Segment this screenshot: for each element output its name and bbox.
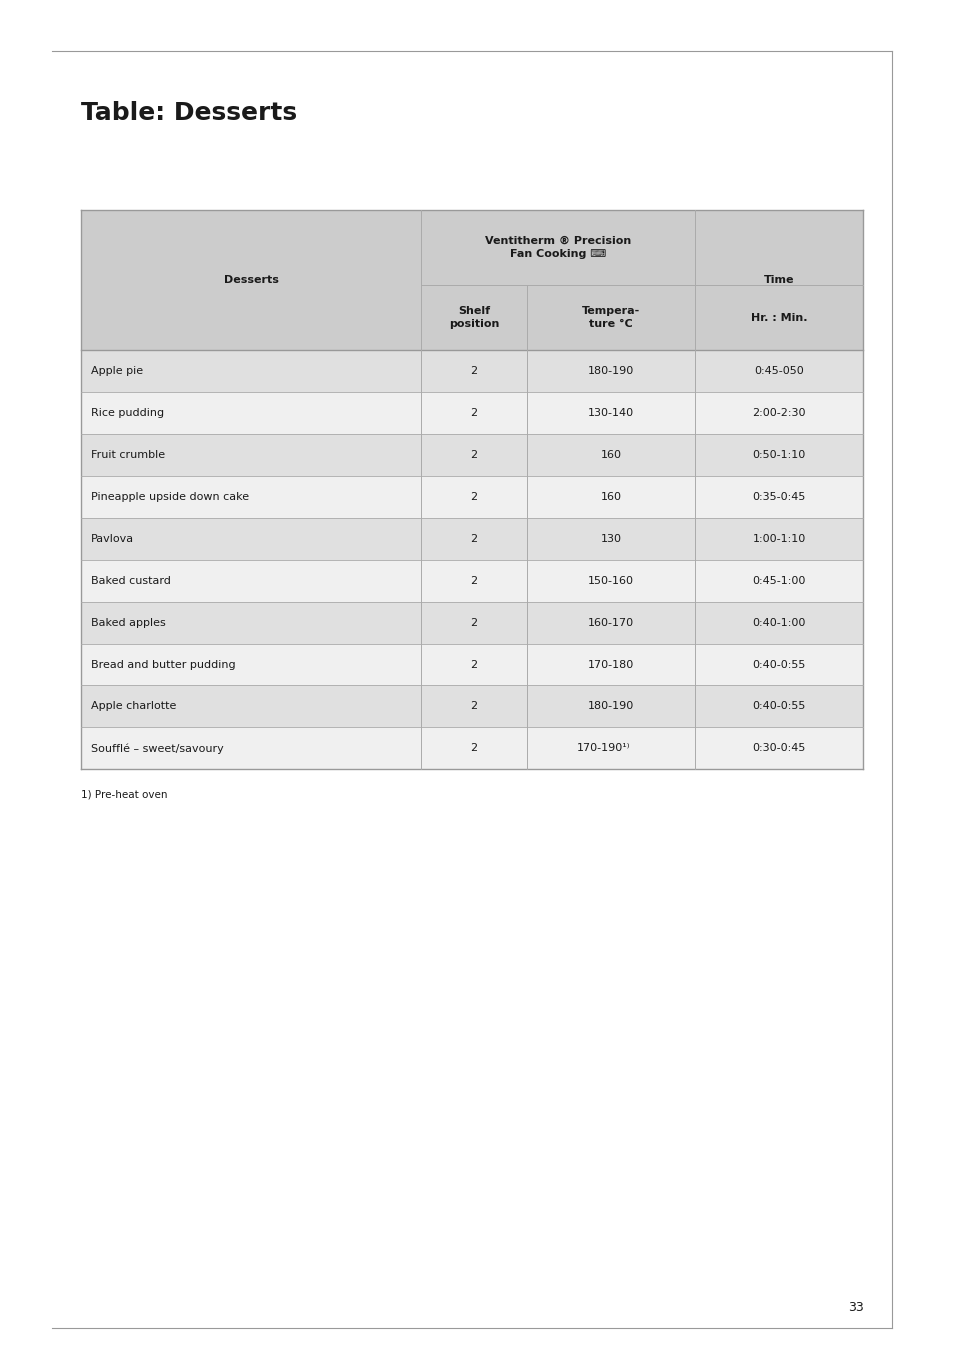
Text: 2: 2 — [470, 660, 477, 669]
Text: 150-160: 150-160 — [587, 576, 634, 585]
Text: 2: 2 — [470, 576, 477, 585]
Text: Bread and butter pudding: Bread and butter pudding — [91, 660, 235, 669]
Text: Desserts: Desserts — [224, 274, 278, 285]
Text: Pineapple upside down cake: Pineapple upside down cake — [91, 492, 249, 502]
Text: 2: 2 — [470, 408, 477, 418]
Text: Apple charlotte: Apple charlotte — [91, 702, 175, 711]
Text: 2:00-2:30: 2:00-2:30 — [752, 408, 805, 418]
Text: 2: 2 — [470, 534, 477, 544]
Text: 1:00-1:10: 1:00-1:10 — [752, 534, 805, 544]
Text: 1) Pre-heat oven: 1) Pre-heat oven — [81, 790, 168, 799]
Text: 2: 2 — [470, 366, 477, 376]
Text: 160-170: 160-170 — [587, 618, 634, 627]
Text: Baked apples: Baked apples — [91, 618, 165, 627]
Text: 0:50-1:10: 0:50-1:10 — [752, 450, 805, 460]
Text: 180-190: 180-190 — [587, 702, 634, 711]
Text: 0:45-050: 0:45-050 — [754, 366, 803, 376]
Text: 0:45-1:00: 0:45-1:00 — [752, 576, 805, 585]
Text: Ventitherm ® Precision
Fan Cooking ⌨: Ventitherm ® Precision Fan Cooking ⌨ — [485, 235, 631, 260]
Text: 0:35-0:45: 0:35-0:45 — [752, 492, 805, 502]
Text: 130-140: 130-140 — [587, 408, 634, 418]
Text: 170-180: 170-180 — [587, 660, 634, 669]
Text: Soufflé – sweet/savoury: Soufflé – sweet/savoury — [91, 744, 223, 753]
Text: 170-190¹⁾: 170-190¹⁾ — [577, 744, 630, 753]
Text: Time: Time — [763, 274, 794, 285]
Text: 160: 160 — [600, 450, 621, 460]
Text: 0:40-0:55: 0:40-0:55 — [752, 660, 805, 669]
Text: 0:30-0:45: 0:30-0:45 — [752, 744, 805, 753]
Text: 2: 2 — [470, 702, 477, 711]
Text: Fruit crumble: Fruit crumble — [91, 450, 165, 460]
Text: 160: 160 — [600, 492, 621, 502]
Text: 2: 2 — [470, 618, 477, 627]
Text: 130: 130 — [600, 534, 621, 544]
Text: Hr. : Min.: Hr. : Min. — [750, 312, 806, 323]
Text: 0:40-0:55: 0:40-0:55 — [752, 702, 805, 711]
Text: 2: 2 — [470, 450, 477, 460]
Text: Baked custard: Baked custard — [91, 576, 171, 585]
Text: Table: Desserts: Table: Desserts — [81, 101, 297, 126]
Text: Rice pudding: Rice pudding — [91, 408, 164, 418]
Text: 2: 2 — [470, 492, 477, 502]
Text: 0:40-1:00: 0:40-1:00 — [752, 618, 805, 627]
Text: Tempera-
ture °C: Tempera- ture °C — [581, 306, 639, 330]
Text: 180-190: 180-190 — [587, 366, 634, 376]
Text: 2: 2 — [470, 744, 477, 753]
Text: Apple pie: Apple pie — [91, 366, 143, 376]
Text: Pavlova: Pavlova — [91, 534, 133, 544]
Text: Shelf
position: Shelf position — [449, 306, 498, 330]
Text: 33: 33 — [846, 1301, 862, 1314]
